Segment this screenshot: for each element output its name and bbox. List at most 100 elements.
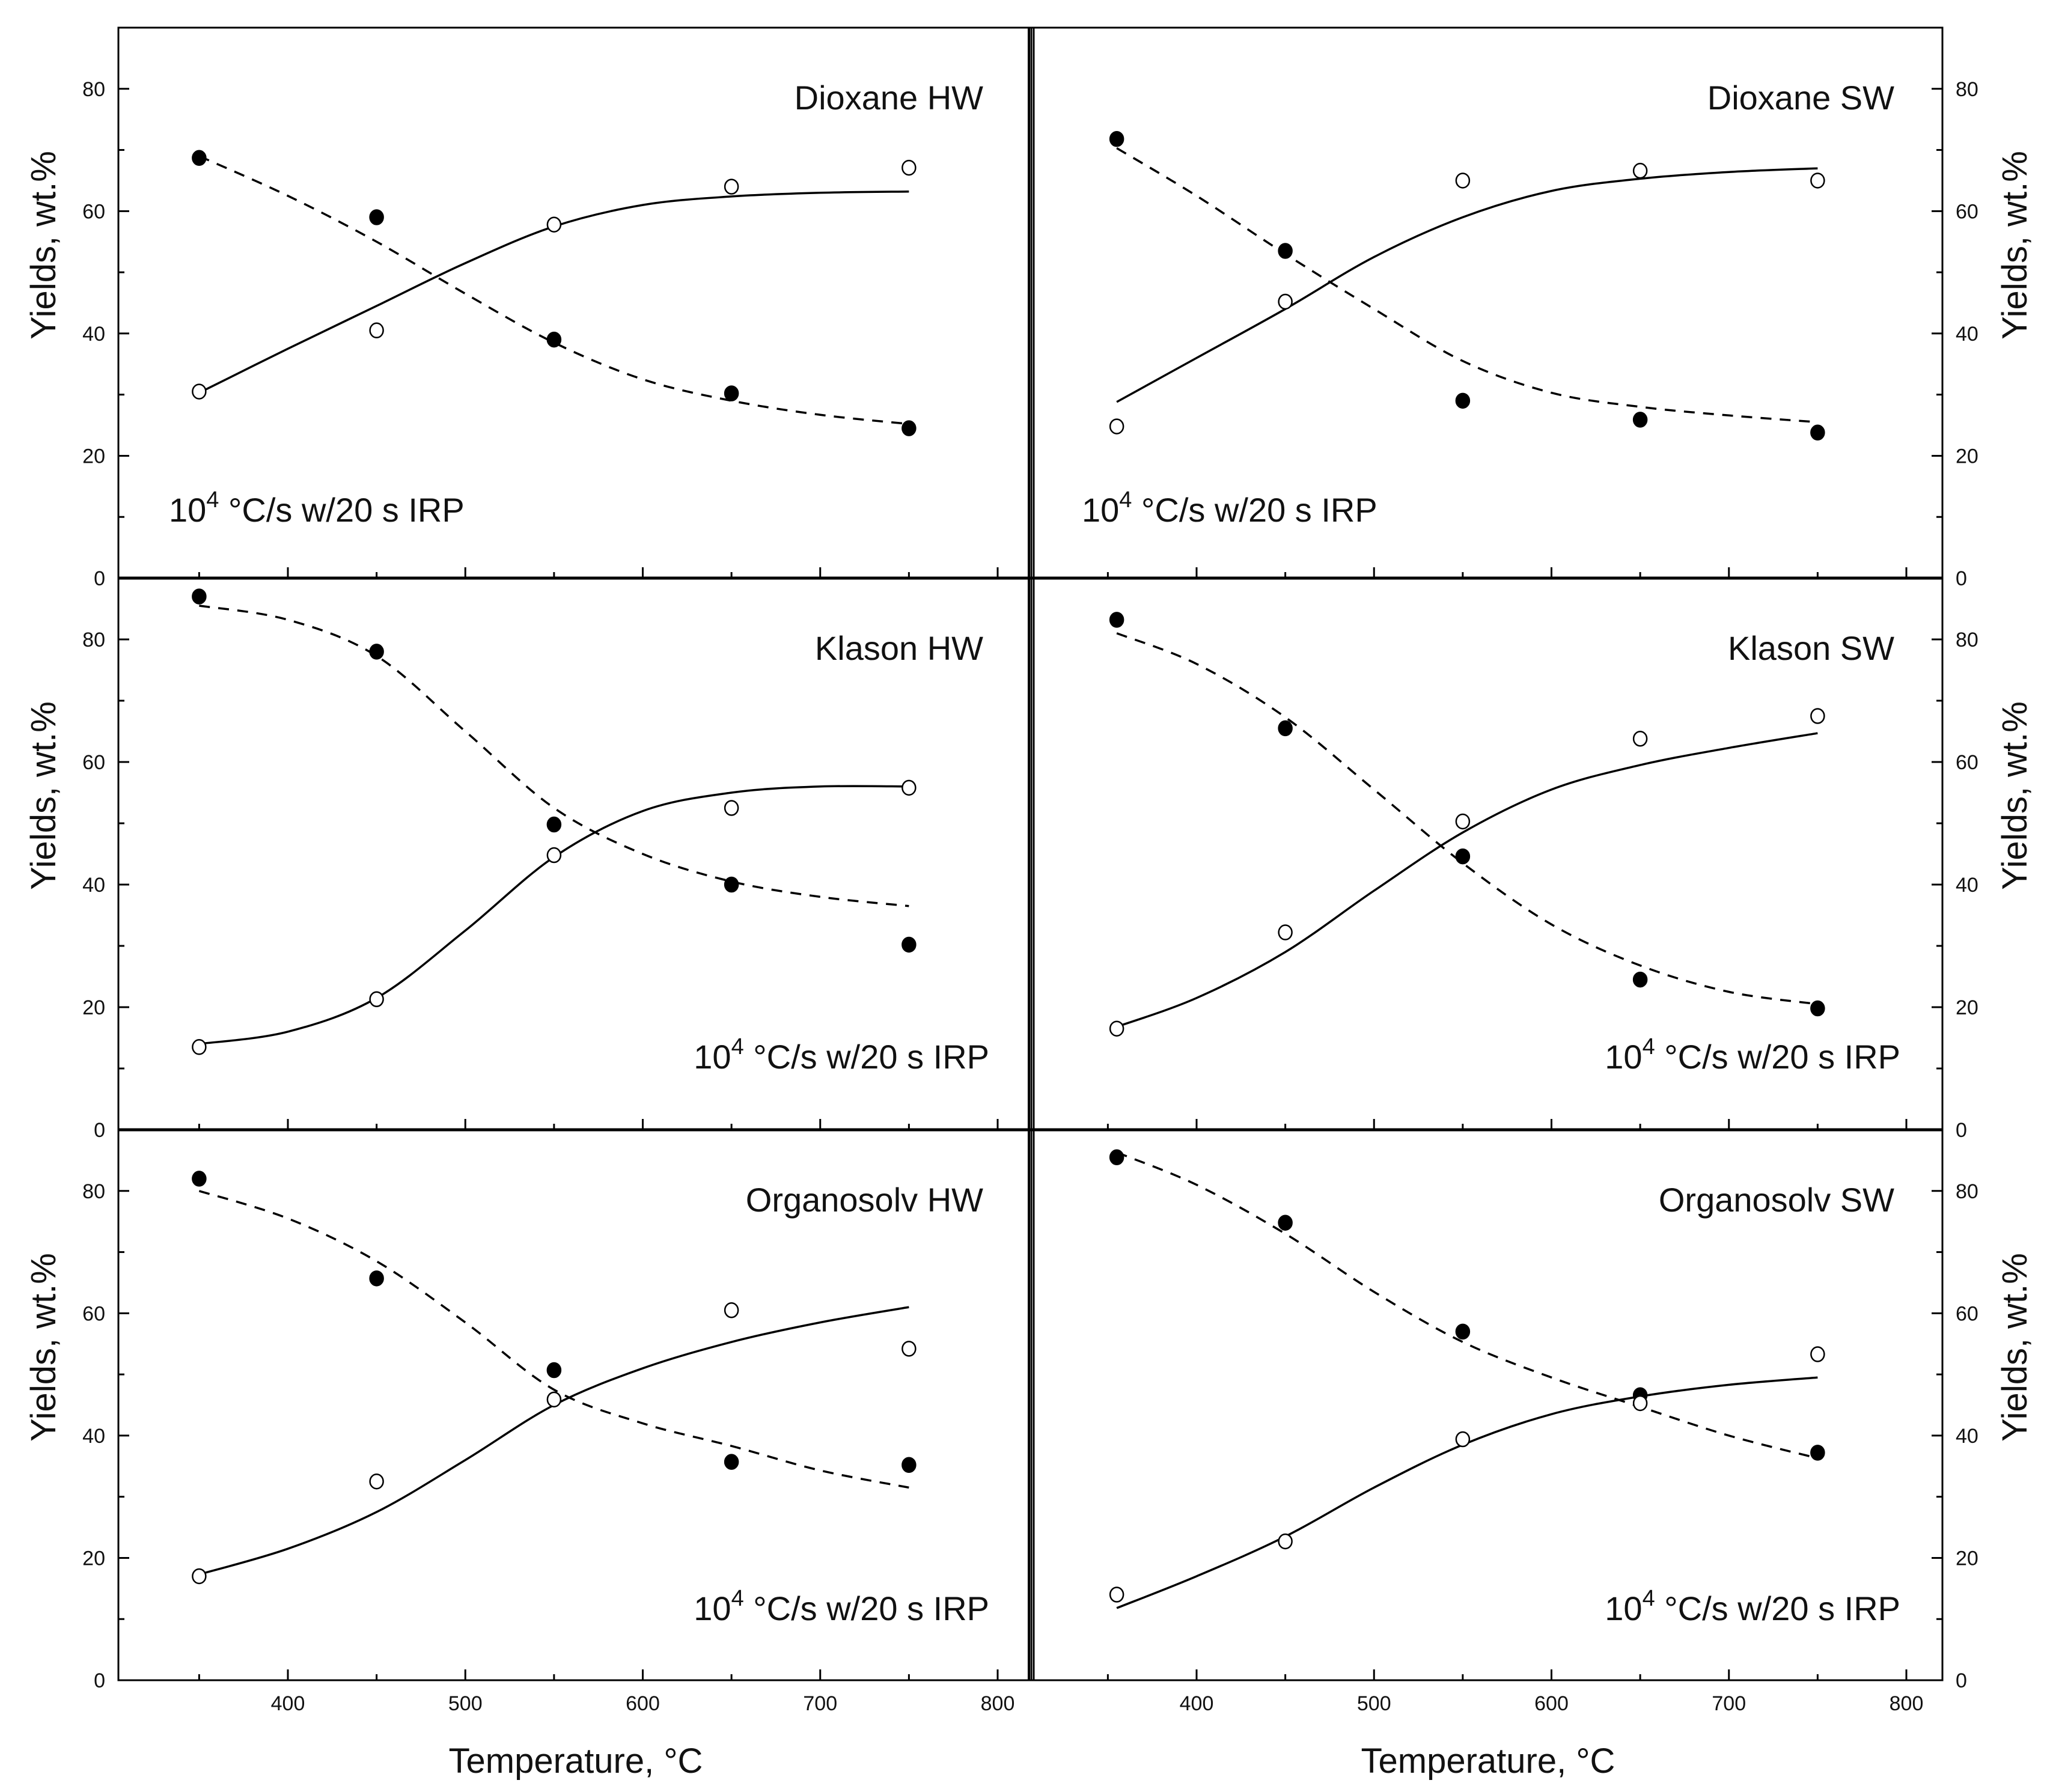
data-point-filled [1632,412,1648,428]
data-point-open [1810,708,1825,724]
data-point-open [369,1473,384,1490]
x-tick-label: 600 [1534,1692,1569,1715]
y-tick-label: 0 [1956,567,1967,590]
y-tick-label: 20 [82,1547,105,1570]
data-point-open [192,1568,207,1585]
y-tick-label: 20 [82,996,105,1019]
data-point-open [546,847,562,864]
panel-title: Dioxane HW [795,79,983,117]
y-tick-label: 40 [82,1425,105,1448]
data-point-filled [1109,612,1124,628]
data-point-open [1632,730,1648,747]
panel-dioxane-hw: 0 20 40 60 80 Dioxane HW 104 °C/s w/20 s IRP [82,26,1033,590]
data-point-open [724,1302,739,1318]
fit-curve-dashed [1116,1151,1818,1460]
y-tick-label: 60 [1956,751,1978,774]
fit-curve-solid [1116,167,1818,403]
data-point-open [1109,418,1124,434]
y-axis-label-right-top: Yields, wt.% [1995,151,2034,340]
x-tick-label: 700 [1712,1692,1746,1715]
condition-annotation: 104 °C/s w/20 s IRP [694,1586,989,1627]
fit-curve-solid [1116,732,1818,1028]
y-tick-label: 0 [94,1119,105,1142]
y-tick-label: 0 [1956,1119,1967,1142]
data-point-filled [1455,1323,1471,1340]
y-tick-label: 20 [1956,445,1978,468]
y-axis-label-right-bottom: Yields, wt.% [1995,1253,2034,1442]
x-axis-label-left: Temperature, °C [449,1742,703,1781]
condition-annotation: 104 °C/s w/20 s IRP [1605,1586,1900,1627]
x-tick-label: 500 [1357,1692,1391,1715]
data-point-open [1455,172,1471,189]
data-point-open [1810,172,1825,189]
y-tick-label: 40 [82,323,105,346]
x-tick-label: 600 [626,1692,660,1715]
y-tick-label: 60 [82,200,105,223]
y-tick-label: 80 [82,629,105,651]
y-tick-label: 40 [1956,874,1978,897]
y-tick-label: 80 [82,1180,105,1203]
data-point-open [1632,162,1648,179]
y-axis-label-left-top: Yields, wt.% [24,151,63,340]
panel-klason-sw: 0 20 40 60 80 Klason SW 104 °C/s w/20 s IRP [1030,577,1978,1142]
data-point-filled [1810,1445,1825,1461]
fit-curve-dashed [1116,632,1818,1005]
condition-annotation: 104 °C/s w/20 s IRP [1605,1034,1900,1076]
y-tick-label: 40 [1956,1425,1978,1448]
y-tick-label: 0 [94,1669,105,1692]
x-tick-label: 800 [1890,1692,1924,1715]
data-point-open [724,800,739,816]
data-point-filled [1109,130,1124,147]
fit-curve-dashed [198,1190,909,1489]
data-point-open [901,779,917,796]
y-tick-label: 0 [94,567,105,590]
data-point-filled [1278,720,1293,737]
panel-title: Klason HW [815,629,983,667]
data-point-filled [546,1362,562,1379]
y-tick-label: 60 [1956,200,1978,223]
data-point-filled [1632,971,1648,988]
y-tick-label: 0 [1956,1669,1967,1692]
data-point-open [1632,1395,1648,1412]
data-point-filled [1810,1000,1825,1017]
data-point-open [1109,1020,1124,1037]
data-point-filled [546,331,562,348]
data-point-open [546,216,562,233]
x-tick-label: 400 [1180,1692,1214,1715]
data-point-filled [1109,1149,1124,1166]
data-point-open [546,1391,562,1408]
y-tick-label: 20 [1956,1547,1978,1570]
condition-annotation: 104 °C/s w/20 s IRP [1082,487,1377,529]
data-point-open [369,322,384,339]
data-point-filled [1455,392,1471,409]
fit-curve-dashed [199,605,909,907]
data-point-open [1278,1533,1293,1550]
data-point-open [192,1039,207,1055]
x-tick-label: 400 [271,1692,305,1715]
data-point-filled [1455,848,1471,865]
y-tick-label: 80 [82,78,105,101]
data-point-open [1455,1431,1471,1448]
data-point-filled [724,876,739,893]
data-point-open [901,159,917,176]
x-tick-label: 500 [448,1692,483,1715]
data-point-filled [724,385,739,401]
data-point-filled [546,816,562,833]
y-axis-label-left-bottom: Yields, wt.% [24,1253,63,1442]
data-point-filled [1810,424,1825,441]
data-point-filled [192,588,207,605]
y-tick-label: 80 [1956,78,1978,101]
x-tick-label: 700 [803,1692,837,1715]
data-point-filled [369,209,384,225]
data-point-filled [1278,243,1293,259]
data-point-open [369,991,384,1007]
x-axis-label-right: Temperature, °C [1361,1742,1615,1781]
y-tick-label: 20 [1956,996,1978,1019]
y-tick-label: 60 [82,751,105,774]
data-point-filled [901,420,917,436]
panel-title: Dioxane SW [1707,79,1894,117]
y-axis-label-right-middle: Yields, wt.% [1995,701,2034,890]
data-point-open [724,178,739,195]
y-tick-label: 80 [1956,1180,1978,1203]
y-tick-label: 80 [1956,629,1978,651]
